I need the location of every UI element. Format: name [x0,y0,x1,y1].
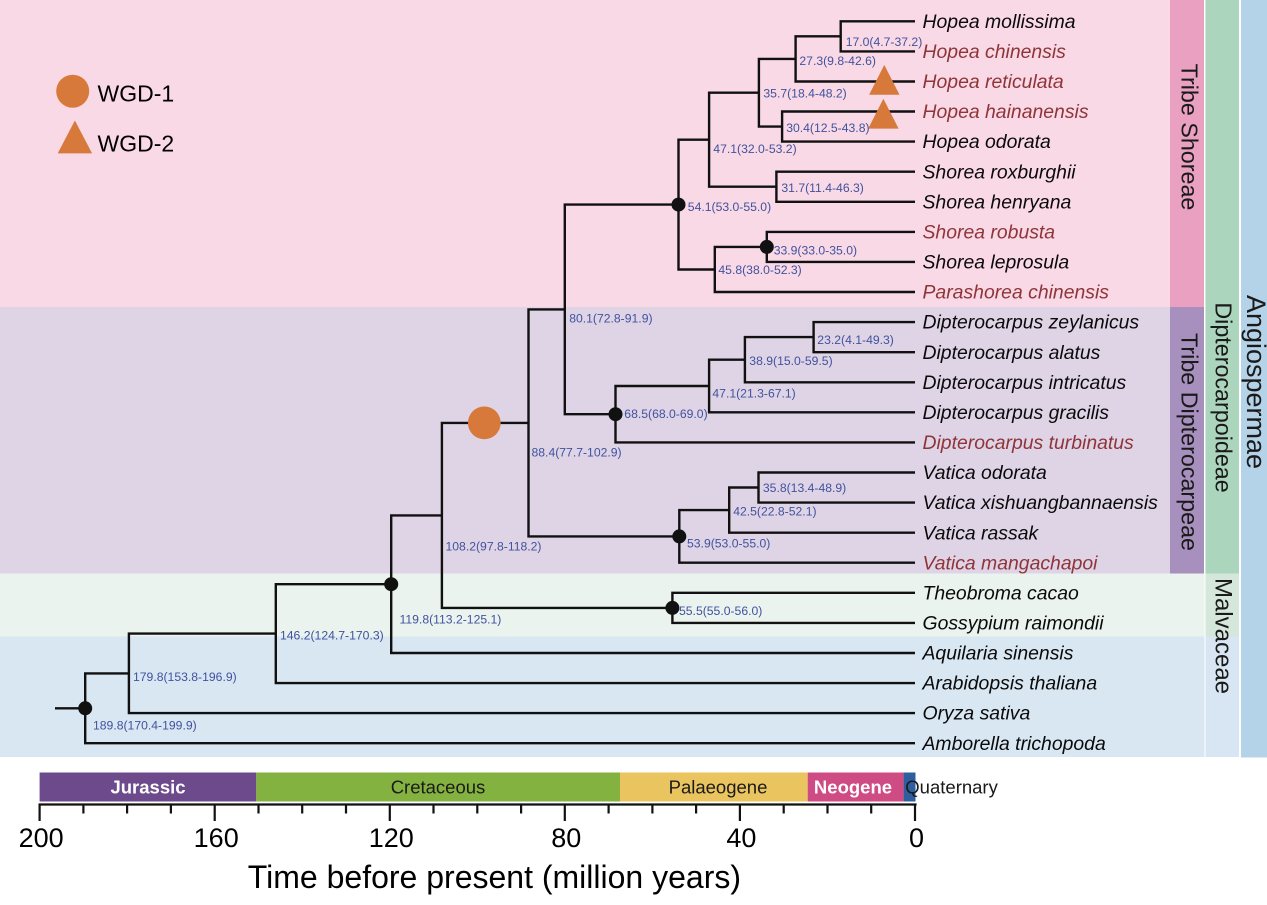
svg-text:Vatica rassak: Vatica rassak [923,522,1040,544]
svg-text:Hopea mollissima: Hopea mollissima [923,11,1076,33]
svg-text:88.4(77.7-102.9): 88.4(77.7-102.9) [532,445,622,459]
svg-text:47.1(21.3-67.1): 47.1(21.3-67.1) [712,387,795,401]
svg-text:Shorea robusta: Shorea robusta [923,222,1056,244]
svg-text:Tribe Shoreae: Tribe Shoreae [1177,64,1203,211]
svg-text:38.9(15.0-59.5): 38.9(15.0-59.5) [749,354,832,368]
svg-text:Malvaceae: Malvaceae [1210,578,1237,694]
svg-text:179.8(153.8-196.9): 179.8(153.8-196.9) [133,670,237,684]
svg-text:146.2(124.7-170.3): 146.2(124.7-170.3) [280,629,384,643]
svg-text:160: 160 [194,823,239,853]
svg-text:Quaternary: Quaternary [905,777,998,798]
svg-text:Dipterocarpus alatus: Dipterocarpus alatus [923,342,1101,364]
svg-text:WGD-1: WGD-1 [98,80,175,106]
svg-text:68.5(68.0-69.0): 68.5(68.0-69.0) [624,407,707,421]
svg-text:108.2(97.8-118.2): 108.2(97.8-118.2) [446,539,542,553]
svg-text:119.8(113.2-125.1): 119.8(113.2-125.1) [400,613,502,627]
svg-text:Hopea chinensis: Hopea chinensis [923,41,1067,63]
svg-text:45.8(38.0-52.3): 45.8(38.0-52.3) [718,263,801,277]
svg-text:WGD-2: WGD-2 [98,130,175,156]
svg-text:27.3(9.8-42.6): 27.3(9.8-42.6) [799,54,876,68]
svg-text:53.9(53.0-55.0): 53.9(53.0-55.0) [687,537,770,551]
svg-text:Hopea hainanensis: Hopea hainanensis [923,101,1089,123]
svg-text:Dipterocarpus zeylanicus: Dipterocarpus zeylanicus [923,312,1140,334]
svg-text:Arabidopsis thaliana: Arabidopsis thaliana [922,673,1098,695]
svg-text:Vatica xishuangbannaensis: Vatica xishuangbannaensis [923,492,1159,514]
svg-text:200: 200 [19,823,64,853]
svg-text:35.8(13.4-48.9): 35.8(13.4-48.9) [763,481,846,495]
svg-text:Angiospermae: Angiospermae [1241,295,1267,469]
svg-text:Jurassic: Jurassic [110,777,185,798]
svg-text:189.8(170.4-199.9): 189.8(170.4-199.9) [93,719,197,733]
svg-text:Vatica mangachapoi: Vatica mangachapoi [923,552,1099,574]
svg-text:Palaeogene: Palaeogene [669,777,768,798]
svg-text:80: 80 [551,823,581,853]
svg-text:Shorea roxburghii: Shorea roxburghii [923,161,1077,183]
svg-text:23.2(4.1-49.3): 23.2(4.1-49.3) [817,333,894,347]
svg-text:Theobroma cacao: Theobroma cacao [923,582,1080,604]
svg-text:54.1(53.0-55.0): 54.1(53.0-55.0) [688,200,771,214]
svg-text:Shorea henryana: Shorea henryana [923,191,1072,213]
svg-text:17.0(4.7-37.2): 17.0(4.7-37.2) [846,35,923,49]
svg-text:80.1(72.8-91.9): 80.1(72.8-91.9) [569,312,652,326]
svg-text:0: 0 [909,823,924,853]
svg-text:Aquilaria sinensis: Aquilaria sinensis [922,643,1074,665]
svg-text:Amborella trichopoda: Amborella trichopoda [922,733,1106,755]
svg-text:120: 120 [369,823,414,853]
svg-text:Tribe Dipterocarpeae: Tribe Dipterocarpeae [1177,333,1203,551]
svg-text:Oryza sativa: Oryza sativa [923,703,1031,725]
svg-text:40: 40 [726,823,756,853]
svg-text:Shorea leprosula: Shorea leprosula [923,252,1070,274]
svg-text:Dipterocarpus intricatus: Dipterocarpus intricatus [923,372,1127,394]
svg-text:Dipterocarpoideae: Dipterocarpoideae [1211,302,1237,492]
svg-text:Hopea reticulata: Hopea reticulata [923,71,1064,93]
svg-text:33.9(33.0-35.0): 33.9(33.0-35.0) [774,244,857,258]
svg-text:Dipterocarpus gracilis: Dipterocarpus gracilis [923,402,1110,424]
svg-text:Parashorea chinensis: Parashorea chinensis [923,282,1110,304]
svg-text:Gossypium raimondii: Gossypium raimondii [923,613,1105,635]
svg-text:Dipterocarpus turbinatus: Dipterocarpus turbinatus [923,432,1135,454]
svg-text:55.5(55.0-56.0): 55.5(55.0-56.0) [679,604,762,618]
svg-text:Cretaceous: Cretaceous [391,777,486,798]
svg-text:42.5(22.8-52.1): 42.5(22.8-52.1) [733,505,816,519]
svg-text:30.4(12.5-43.8): 30.4(12.5-43.8) [786,121,869,135]
svg-text:47.1(32.0-53.2): 47.1(32.0-53.2) [713,142,796,156]
svg-text:35.7(18.4-48.2): 35.7(18.4-48.2) [763,86,846,100]
svg-text:Neogene: Neogene [814,777,892,798]
svg-text:Vatica odorata: Vatica odorata [923,462,1048,484]
svg-text:31.7(11.4-46.3): 31.7(11.4-46.3) [781,181,863,195]
svg-text:Time before present (million y: Time before present (million years) [248,859,741,895]
svg-text:Hopea odorata: Hopea odorata [923,131,1052,153]
